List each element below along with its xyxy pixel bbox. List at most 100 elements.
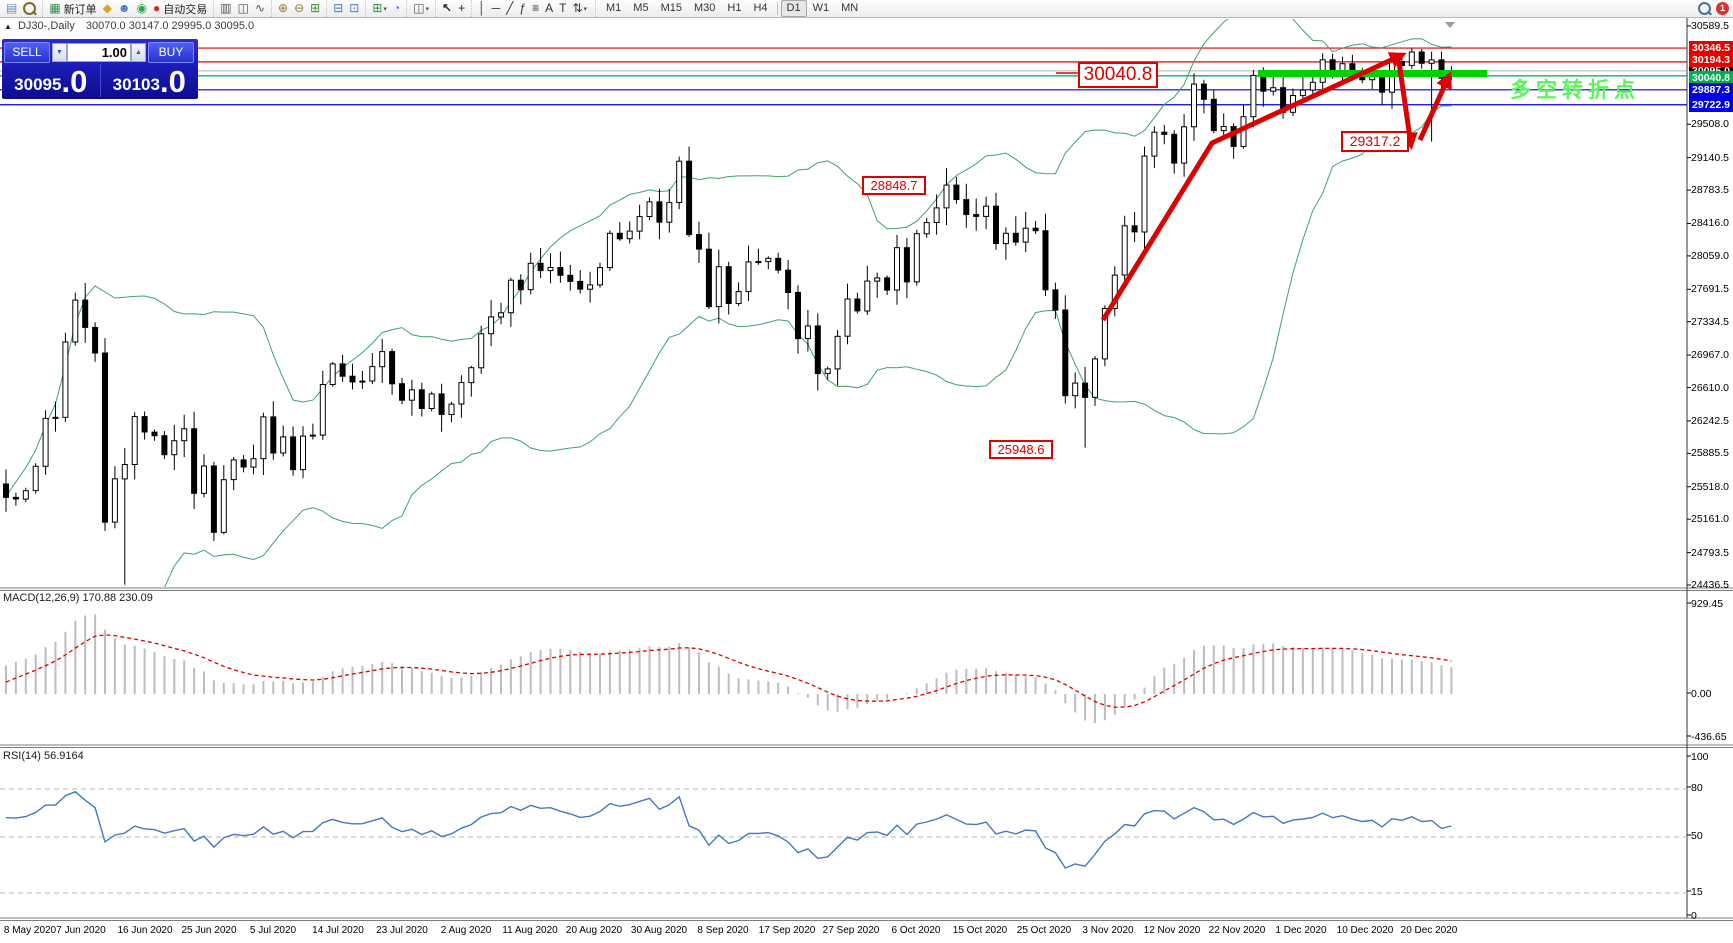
fibonacci-icon[interactable]: ƒ [516,1,529,16]
timeframe-button-w1[interactable]: W1 [812,2,830,14]
bar-chart-icon-glyph: ▥ [220,1,232,15]
price-axis-tick: 24436.5 [1691,579,1729,591]
clock-icon[interactable]: ◔ [390,1,403,16]
rsi-axis-tick: 15 [1691,886,1703,898]
main-toolbar: ▤ ▦ 新订单 ◆ ☻ ◉ ● 自动交易 ▥ ◫ ∿ ⊕ ⊖ ⊞ ⊟ ⊡ ⊞ ▾ ◔ ◫ ▾ ↖ + │ ─ ╱ ƒ ≡ A T ⇅ ▾ M1… [0,0,1733,18]
candle-style-icon-glyph: ◫ [413,1,425,15]
chinese-annotation-text[interactable]: 多空转折点 [1510,79,1640,102]
price-annotation-label[interactable]: 30040.8 [1078,62,1158,88]
date-axis-label: 2 Aug 2020 [440,925,492,936]
volume-increase-button[interactable]: ▲ [131,43,146,62]
date-axis-label: 1 Dec 2020 [1275,925,1327,936]
date-axis-label: 11 Aug 2020 [502,925,558,936]
buy-price[interactable]: 30103.0 [112,64,186,99]
one-click-trading-panel: SELL ▼ ▲ BUY 30095.0 30103.0 [2,39,198,99]
price-axis-tick: 26610.0 [1691,382,1729,394]
macd-axis-tick: 929.45 [1691,598,1724,610]
collapse-panel-icon[interactable]: ▲ [4,22,12,31]
clock-icon-glyph: ◔ [392,1,401,15]
candlestick-chart-icon-glyph: ◫ [237,1,249,15]
date-axis-label: 12 Nov 2020 [1143,925,1201,936]
fibo-expansion-icon[interactable]: ≡ [529,1,542,16]
price-marker: 30194.3 [1689,53,1733,67]
bar-chart-icon[interactable]: ▥ [217,1,234,16]
price-axis-tick: 26242.5 [1691,415,1729,427]
zoom-in-icon[interactable]: ⊕ [275,1,291,16]
new-order-icon-glyph: ▦ [49,1,61,15]
new-order-icon[interactable]: ▦ 新订单 [46,1,99,16]
trendline-icon[interactable]: ╱ [503,1,516,16]
symbol-name: DJ30-,Daily [17,20,75,32]
volume-input[interactable] [67,43,131,62]
buy-button[interactable]: BUY [148,42,194,63]
bollinger-bands [5,19,1452,587]
support-highlight-line[interactable] [1258,70,1487,77]
community-icon[interactable]: ☻ [115,1,134,16]
crosshair-icon[interactable]: + [455,1,468,16]
autotrade-label: 自动交易 [163,3,208,16]
print-preview-icon[interactable] [20,1,39,16]
tile-windows-icon-glyph: ⊞ [310,1,321,15]
label-icon[interactable]: T [556,1,569,16]
price-axis-tick: 28059.0 [1691,250,1729,262]
cursor-icon[interactable]: ↖ [439,1,455,16]
rsi-axis-tick: 0 [1691,910,1697,922]
timeframe-button-d1[interactable]: D1 [780,0,807,17]
price-annotation-label[interactable]: 25948.6 [989,440,1053,459]
sell-price[interactable]: 30095.0 [14,64,88,99]
search-icon[interactable] [1698,2,1711,15]
price-annotation-label[interactable]: 28848.7 [862,176,926,195]
text-icon[interactable]: A [542,1,556,16]
timeframe-button-m5[interactable]: M5 [633,2,649,14]
date-axis-label: 22 Nov 2020 [1208,925,1266,936]
timeframe-button-m30[interactable]: M30 [693,2,716,14]
arrange-windows-icon-glyph: ⊟ [333,1,344,15]
date-axis-label: 25 Jun 2020 [181,925,237,936]
cursor-icon-glyph: ↖ [442,1,453,15]
fibonacci-icon-glyph: ƒ [519,1,527,15]
strategy-tester-icon[interactable]: ⊡ [346,1,362,16]
sell-button[interactable]: SELL [4,42,50,63]
date-axis-label: 7 Jun 2020 [56,925,106,936]
shapes-icon[interactable]: ⇅ ▾ [569,1,590,16]
timeframe-button-m15[interactable]: M15 [660,2,682,14]
macd-axis-tick: 0.00 [1691,688,1712,700]
price-marker: 29722.9 [1689,98,1733,112]
date-axis-label: 20 Dec 2020 [1400,925,1458,936]
timeframe-button-m1[interactable]: M1 [606,2,622,14]
price-marker: 30040.8 [1689,71,1733,85]
signals-icon[interactable]: ◉ [134,1,150,16]
arrange-windows-icon[interactable]: ⊟ [330,1,346,16]
new-order-label: 新订单 [63,3,97,16]
trend-arrows[interactable] [1056,52,1452,322]
autotrade-icon[interactable]: ● 自动交易 [150,1,210,16]
notification-badge[interactable]: 1 [1716,2,1729,15]
zoom-out-icon[interactable]: ⊖ [291,1,307,16]
vertical-line-icon[interactable]: │ [475,1,489,16]
volume-decrease-button[interactable]: ▼ [52,43,67,62]
chart-window-icon[interactable]: ▤ [3,1,20,16]
timeframe-button-h1[interactable]: H1 [727,2,742,14]
line-chart-icon[interactable]: ∿ [252,1,268,16]
candle-style-icon[interactable]: ◫ ▾ [410,1,432,16]
timeframe-button-mn[interactable]: MN [841,2,859,14]
macd-axis-tick: -436.65 [1691,731,1727,743]
chart-ohlc-title: ▲ DJ30-,Daily 30070.0 30147.0 29995.0 30… [4,20,254,32]
price-annotation-label[interactable]: 29317.2 [1341,131,1409,152]
horizontal-line-icon[interactable]: ─ [489,1,504,16]
candlestick-chart-icon[interactable]: ◫ [235,1,252,16]
date-axis-label: 25 Oct 2020 [1016,925,1072,936]
price-axis-tick: 26967.0 [1691,349,1729,361]
rsi-axis-tick: 100 [1691,751,1709,763]
date-axis-label: 5 Jul 2020 [249,925,297,936]
styler-icon[interactable]: ◆ [100,1,115,16]
price-axis-tick: 29508.0 [1691,118,1729,130]
crosshair-icon-glyph: + [458,1,466,15]
chart-shift-marker-icon[interactable] [1445,22,1455,28]
tile-windows-icon[interactable]: ⊞ [307,1,323,16]
new-chart-icon-glyph: ⊞ [372,1,383,15]
timeframe-button-h4[interactable]: H4 [753,2,768,14]
new-chart-icon[interactable]: ⊞ ▾ [369,1,390,16]
